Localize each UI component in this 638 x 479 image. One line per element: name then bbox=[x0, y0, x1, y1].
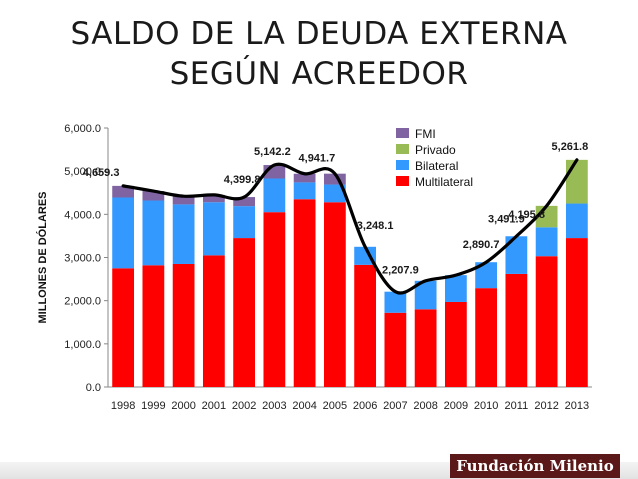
y-tick-label: 6,000.0 bbox=[64, 123, 101, 135]
bar-bilateral-2004 bbox=[293, 182, 316, 200]
total-trend-line bbox=[121, 158, 579, 295]
bar-bilateral-2001 bbox=[202, 202, 225, 256]
data-label-2002: 4,399.8 bbox=[224, 174, 261, 186]
x-tick-label: 1999 bbox=[141, 400, 165, 412]
y-tick-label: 4,000.0 bbox=[64, 209, 101, 221]
x-tick-label: 2011 bbox=[505, 400, 529, 412]
bar-bilateral-2008 bbox=[414, 280, 437, 310]
legend-swatch-multilateral bbox=[396, 176, 409, 186]
bar-multilateral-2006 bbox=[354, 264, 377, 387]
bar-bilateral-2009 bbox=[444, 275, 467, 302]
x-tick-label: 2013 bbox=[565, 400, 589, 412]
bar-bilateral-1999 bbox=[142, 200, 165, 266]
bar-multilateral-2001 bbox=[202, 255, 225, 387]
chart-title-line-1: SALDO DE LA DEUDA EXTERNA bbox=[70, 16, 568, 52]
legend-label-privado: Privado bbox=[415, 143, 456, 157]
x-tick-label: 2012 bbox=[534, 400, 558, 412]
x-tick-label: 2004 bbox=[292, 400, 316, 412]
x-tick-label: 2002 bbox=[232, 400, 256, 412]
bar-multilateral-2002 bbox=[233, 238, 256, 387]
bar-bilateral-2007 bbox=[384, 291, 407, 313]
data-label-2003: 5,142.2 bbox=[254, 146, 291, 158]
bar-bilateral-2012 bbox=[535, 227, 558, 257]
stacked-bar-chart: 0.0 1,000.0 2,000.0 3,000.0 4,000.0 5,000.0 6,… bbox=[36, 123, 592, 412]
y-tick-label: 0.0 bbox=[86, 382, 101, 394]
bar-multilateral-2003 bbox=[263, 212, 286, 387]
bar-multilateral-2010 bbox=[475, 288, 498, 387]
bar-multilateral-2004 bbox=[293, 199, 316, 387]
bar-fmi-2000 bbox=[172, 196, 195, 205]
x-tick-label: 2008 bbox=[413, 400, 437, 412]
bar-bilateral-2013 bbox=[565, 203, 588, 239]
bar-multilateral-2009 bbox=[444, 301, 467, 387]
data-label-1998: 4,659.3 bbox=[83, 167, 120, 179]
data-label-2010: 2,890.7 bbox=[463, 239, 500, 251]
bar-fmi-1998 bbox=[112, 185, 135, 198]
legend-label-fmi: FMI bbox=[415, 127, 436, 141]
bar-multilateral-2012 bbox=[535, 256, 558, 387]
chart-title-line-2: SEGÚN ACREEDOR bbox=[169, 56, 469, 92]
bar-bilateral-2003 bbox=[263, 178, 286, 213]
x-tick-label: 1998 bbox=[111, 400, 135, 412]
y-tick-label: 1,000.0 bbox=[64, 339, 101, 351]
bar-fmi-2002 bbox=[233, 197, 256, 207]
x-tick-label: 2006 bbox=[353, 400, 377, 412]
bar-bilateral-2005 bbox=[323, 184, 346, 203]
x-tick-label: 2001 bbox=[202, 400, 226, 412]
bar-fmi-2005 bbox=[323, 173, 346, 185]
x-tick-label: 2000 bbox=[171, 400, 195, 412]
data-label-2013: 5,261.8 bbox=[552, 141, 589, 153]
bar-bilateral-2000 bbox=[172, 204, 195, 264]
bar-fmi-1999 bbox=[142, 191, 165, 201]
bar-bilateral-2002 bbox=[233, 206, 256, 239]
fundacion-milenio-logo: Fundación Milenio bbox=[450, 454, 620, 478]
data-label-2005: 4,941.7 bbox=[299, 153, 336, 165]
bar-bilateral-2010 bbox=[475, 262, 498, 289]
x-tick-label: 2010 bbox=[474, 400, 498, 412]
y-tick-label: 2,000.0 bbox=[64, 296, 101, 308]
bar-multilateral-1998 bbox=[112, 268, 135, 387]
bar-multilateral-2007 bbox=[384, 312, 407, 387]
data-label-2011: 3,491.9 bbox=[488, 213, 525, 225]
bar-multilateral-1999 bbox=[142, 265, 165, 387]
bar-fmi-2004 bbox=[293, 173, 316, 183]
bar-multilateral-2000 bbox=[172, 263, 195, 387]
y-tick-label: 5,000.0 bbox=[64, 166, 101, 178]
data-label-2012: 4,195.8 bbox=[508, 209, 545, 221]
y-axis-title: MILLONES DE DÓLARES bbox=[36, 191, 49, 323]
bar-fmi-2001 bbox=[202, 194, 225, 203]
y-tick-label: 3,000.0 bbox=[64, 253, 101, 265]
legend-swatch-bilateral bbox=[396, 160, 409, 170]
legend-label-bilateral: Bilateral bbox=[415, 159, 458, 173]
bar-multilateral-2008 bbox=[414, 309, 437, 387]
legend-label-multilateral: Multilateral bbox=[415, 175, 473, 189]
data-label-2007: 2,207.9 bbox=[382, 265, 419, 277]
x-tick-label: 2009 bbox=[444, 400, 468, 412]
x-tick-label: 2003 bbox=[262, 400, 286, 412]
bar-bilateral-2011 bbox=[505, 236, 528, 274]
bar-bilateral-1998 bbox=[112, 197, 135, 269]
bar-privado-2013 bbox=[565, 159, 588, 204]
x-tick-label: 2007 bbox=[383, 400, 407, 412]
bar-multilateral-2011 bbox=[505, 273, 528, 387]
data-label-2006: 3,248.1 bbox=[357, 220, 394, 232]
x-tick-label: 2005 bbox=[323, 400, 347, 412]
bar-multilateral-2005 bbox=[323, 202, 346, 387]
legend-swatch-privado bbox=[396, 144, 409, 154]
legend-swatch-fmi bbox=[396, 128, 409, 138]
bar-multilateral-2013 bbox=[565, 238, 588, 387]
